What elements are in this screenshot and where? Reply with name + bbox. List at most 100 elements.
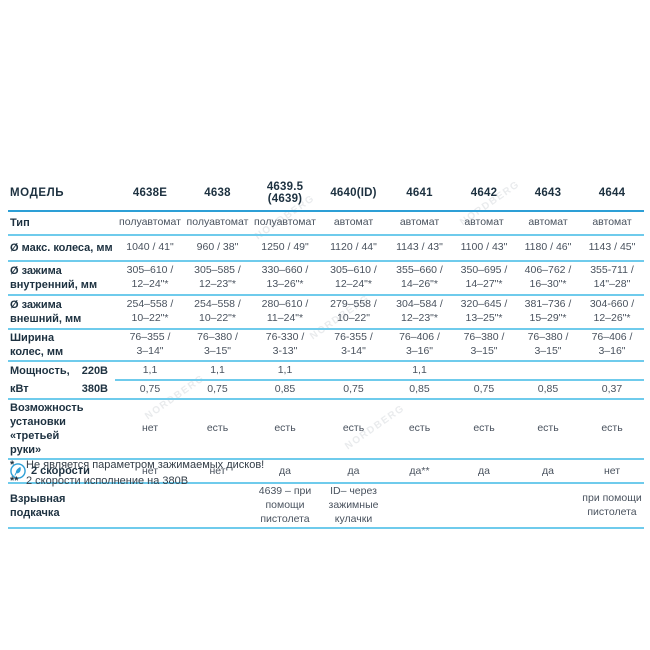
- spec-cell: 305–610 / 12–24"*: [115, 261, 185, 296]
- spec-cell: 0,75: [115, 380, 185, 401]
- spec-cell: 1180 / 46": [516, 235, 580, 262]
- spec-cell: 350–695 / 14–27"*: [452, 261, 516, 296]
- spec-cell: 0,37: [580, 380, 644, 401]
- spec-cell: 1,1: [250, 361, 320, 382]
- spec-cell: 320–645 / 13–25"*: [452, 295, 516, 330]
- spec-cell: да**: [387, 459, 452, 485]
- spec-cell: при помощи пистолета: [580, 483, 644, 530]
- row-label-clamp-outer: Ø зажима внешний, мм: [8, 295, 115, 330]
- row-label-third-hand: Возможность установки «третьей руки»: [8, 399, 115, 461]
- spec-cell: автомат: [320, 211, 387, 236]
- row-sublabel-text: 380В: [81, 383, 108, 396]
- model-column-header: 4644: [580, 179, 644, 212]
- spec-cell: есть: [320, 399, 387, 461]
- spec-cell: 0,75: [452, 380, 516, 401]
- spec-cell: да: [452, 459, 516, 485]
- spec-cell: 76–380 / 3–15": [452, 329, 516, 363]
- spec-cell: 1,1: [387, 361, 452, 382]
- spec-cell: [452, 483, 516, 530]
- table-row-two-speeds: 2 скорости нет нет да да да** да да нет: [8, 459, 644, 485]
- row-label-power-380: кВт 380В: [8, 380, 115, 401]
- footnote-marker: **: [10, 474, 19, 487]
- spec-cell: автомат: [580, 211, 644, 236]
- spec-cell: 304-660 / 12–26"*: [580, 295, 644, 330]
- spec-cell: автомат: [387, 211, 452, 236]
- header-model-label: МОДЕЛЬ: [8, 179, 115, 212]
- model-column-header: 4643: [516, 179, 580, 212]
- row-label-type: Тип: [8, 211, 115, 236]
- spec-cell: да: [250, 459, 320, 485]
- spec-cell: есть: [387, 399, 452, 461]
- row-label-power-220: Мощность, 220В: [8, 361, 115, 380]
- spec-cell: 76-355 / 3-14": [320, 329, 387, 363]
- row-label-text: 2 скорости: [31, 465, 90, 478]
- footnotes: * Не является параметром зажимаемых диско…: [10, 458, 630, 490]
- spec-cell: [580, 361, 644, 382]
- spec-cell: 1120 / 44": [320, 235, 387, 262]
- spec-cell: 304–584 / 12–23"*: [387, 295, 452, 330]
- spec-cell: ID– через зажимные кулачки: [320, 483, 387, 530]
- spec-cell: [387, 483, 452, 530]
- spec-cell: 76–406 / 3–16": [580, 329, 644, 363]
- model-column-header: 4640(ID): [320, 179, 387, 212]
- spec-cell: 279–558 / 10–22": [320, 295, 387, 330]
- spec-cell: есть: [250, 399, 320, 461]
- footnote-text: 2 скорости исполнение на 380В: [26, 474, 189, 487]
- spec-cell: 1100 / 43": [452, 235, 516, 262]
- spec-cell: 0,75: [320, 380, 387, 401]
- spec-cell: 1250 / 49": [250, 235, 320, 262]
- table-row-clamp-outer: Ø зажима внешний, мм 254–558 / 10–22"* 254…: [8, 295, 644, 330]
- spec-cell: 0,75: [185, 380, 250, 401]
- specs-table: МОДЕЛЬ 4638E 4638 4639.5 (4639) 4640(ID) 4641…: [8, 179, 644, 530]
- spec-cell: есть: [516, 399, 580, 461]
- row-label-two-speeds: 2 скорости: [8, 459, 115, 485]
- table-row-wheel-width: Ширина колес, мм 76–355 / 3–14" 76–380 / 3…: [8, 329, 644, 363]
- spec-cell: полуавтомат: [185, 211, 250, 236]
- spec-cell: 76–406 / 3–16": [387, 329, 452, 363]
- spec-cell: 1040 / 41": [115, 235, 185, 262]
- spec-cell: 1143 / 43": [387, 235, 452, 262]
- row-label-wheel-width: Ширина колес, мм: [8, 329, 115, 363]
- spec-cell: 305–610 / 12–24"*: [320, 261, 387, 296]
- spec-cell: 76–355 / 3–14": [115, 329, 185, 363]
- spec-cell: [185, 483, 250, 530]
- spec-cell: есть: [185, 399, 250, 461]
- spec-cell: 0,85: [387, 380, 452, 401]
- two-speeds-icon: [10, 463, 26, 480]
- spec-cell: 254–558 / 10–22"*: [115, 295, 185, 330]
- table-row-type: Тип полуавтомат полуавтомат полуавтомат авто…: [8, 211, 644, 236]
- model-column-header: 4638E: [115, 179, 185, 212]
- model-column-header: 4641: [387, 179, 452, 212]
- spec-cell: нет: [115, 399, 185, 461]
- spec-cell: 355–660 / 14–26"*: [387, 261, 452, 296]
- spec-cell: есть: [452, 399, 516, 461]
- spec-cell: автомат: [516, 211, 580, 236]
- table-row-max-wheel: Ø макс. колеса, мм 1040 / 41" 960 / 38" 125…: [8, 235, 644, 262]
- spec-cell: [516, 361, 580, 382]
- spec-cell: 305–585 / 12–23"*: [185, 261, 250, 296]
- spec-cell: [516, 483, 580, 530]
- spec-cell: 0,85: [250, 380, 320, 401]
- spec-cell: [320, 361, 387, 382]
- model-column-header: 4642: [452, 179, 516, 212]
- spec-cell: 254–558 / 10–22"*: [185, 295, 250, 330]
- spec-cell: 1,1: [185, 361, 250, 382]
- spec-cell: 0,85: [516, 380, 580, 401]
- spec-cell: [452, 361, 516, 382]
- spec-cell: 406–762 / 16–30"*: [516, 261, 580, 296]
- row-label-bead-blast: Взрывная подкачка: [8, 483, 115, 530]
- spec-cell: 330–660 / 13–26"*: [250, 261, 320, 296]
- spec-cell: да: [516, 459, 580, 485]
- spec-cell: 76–380 / 3–15": [516, 329, 580, 363]
- spec-cell: нет: [115, 459, 185, 485]
- spec-cell: [115, 483, 185, 530]
- table-row-clamp-inner: Ø зажима внутренний, мм 305–610 / 12–24"*…: [8, 261, 644, 296]
- spec-cell: 4639 – при помощи пистолета: [250, 483, 320, 530]
- table-row-power-220: Мощность, 220В 1,1 1,1 1,1 1,1: [8, 361, 644, 382]
- spec-cell: нет: [185, 459, 250, 485]
- table-row-bead-blast: Взрывная подкачка 4639 – при помощи писто…: [8, 483, 644, 530]
- footnote-text: Не является параметром зажимаемых дисков…: [26, 459, 265, 471]
- row-label-text: кВт: [10, 383, 29, 396]
- row-label-text: Мощность,: [10, 365, 70, 378]
